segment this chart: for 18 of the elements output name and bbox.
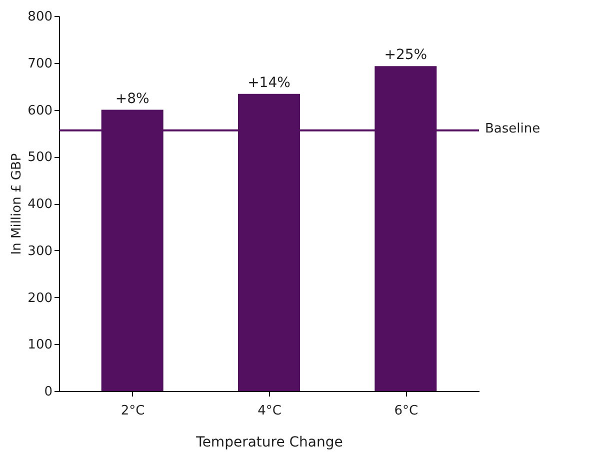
y-tick-label: 600 bbox=[28, 103, 52, 118]
annotation: +14% bbox=[248, 74, 290, 91]
y-tick-label: 800 bbox=[28, 10, 52, 24]
y-tick-label: 200 bbox=[28, 290, 52, 306]
x-tick-label: 2°C bbox=[120, 404, 145, 418]
annotation: +8% bbox=[115, 90, 150, 107]
annotation: +25% bbox=[384, 47, 428, 64]
y-tick-label: 400 bbox=[28, 197, 52, 212]
y-axis-title: In Million £ GBP bbox=[10, 153, 25, 255]
y-tick-label: 700 bbox=[28, 56, 52, 72]
x-tick-label: 6°C bbox=[394, 404, 418, 418]
y-tick-label: 0 bbox=[44, 384, 52, 400]
y-tick-label: 300 bbox=[28, 244, 52, 259]
x-axis-title: Temperature Change bbox=[195, 434, 343, 450]
x-tick-label: 4°C bbox=[258, 404, 282, 418]
ref-line-label: Baseline bbox=[485, 121, 540, 136]
y-tick-label: 500 bbox=[28, 150, 52, 166]
y-tick-label: 100 bbox=[28, 338, 52, 353]
